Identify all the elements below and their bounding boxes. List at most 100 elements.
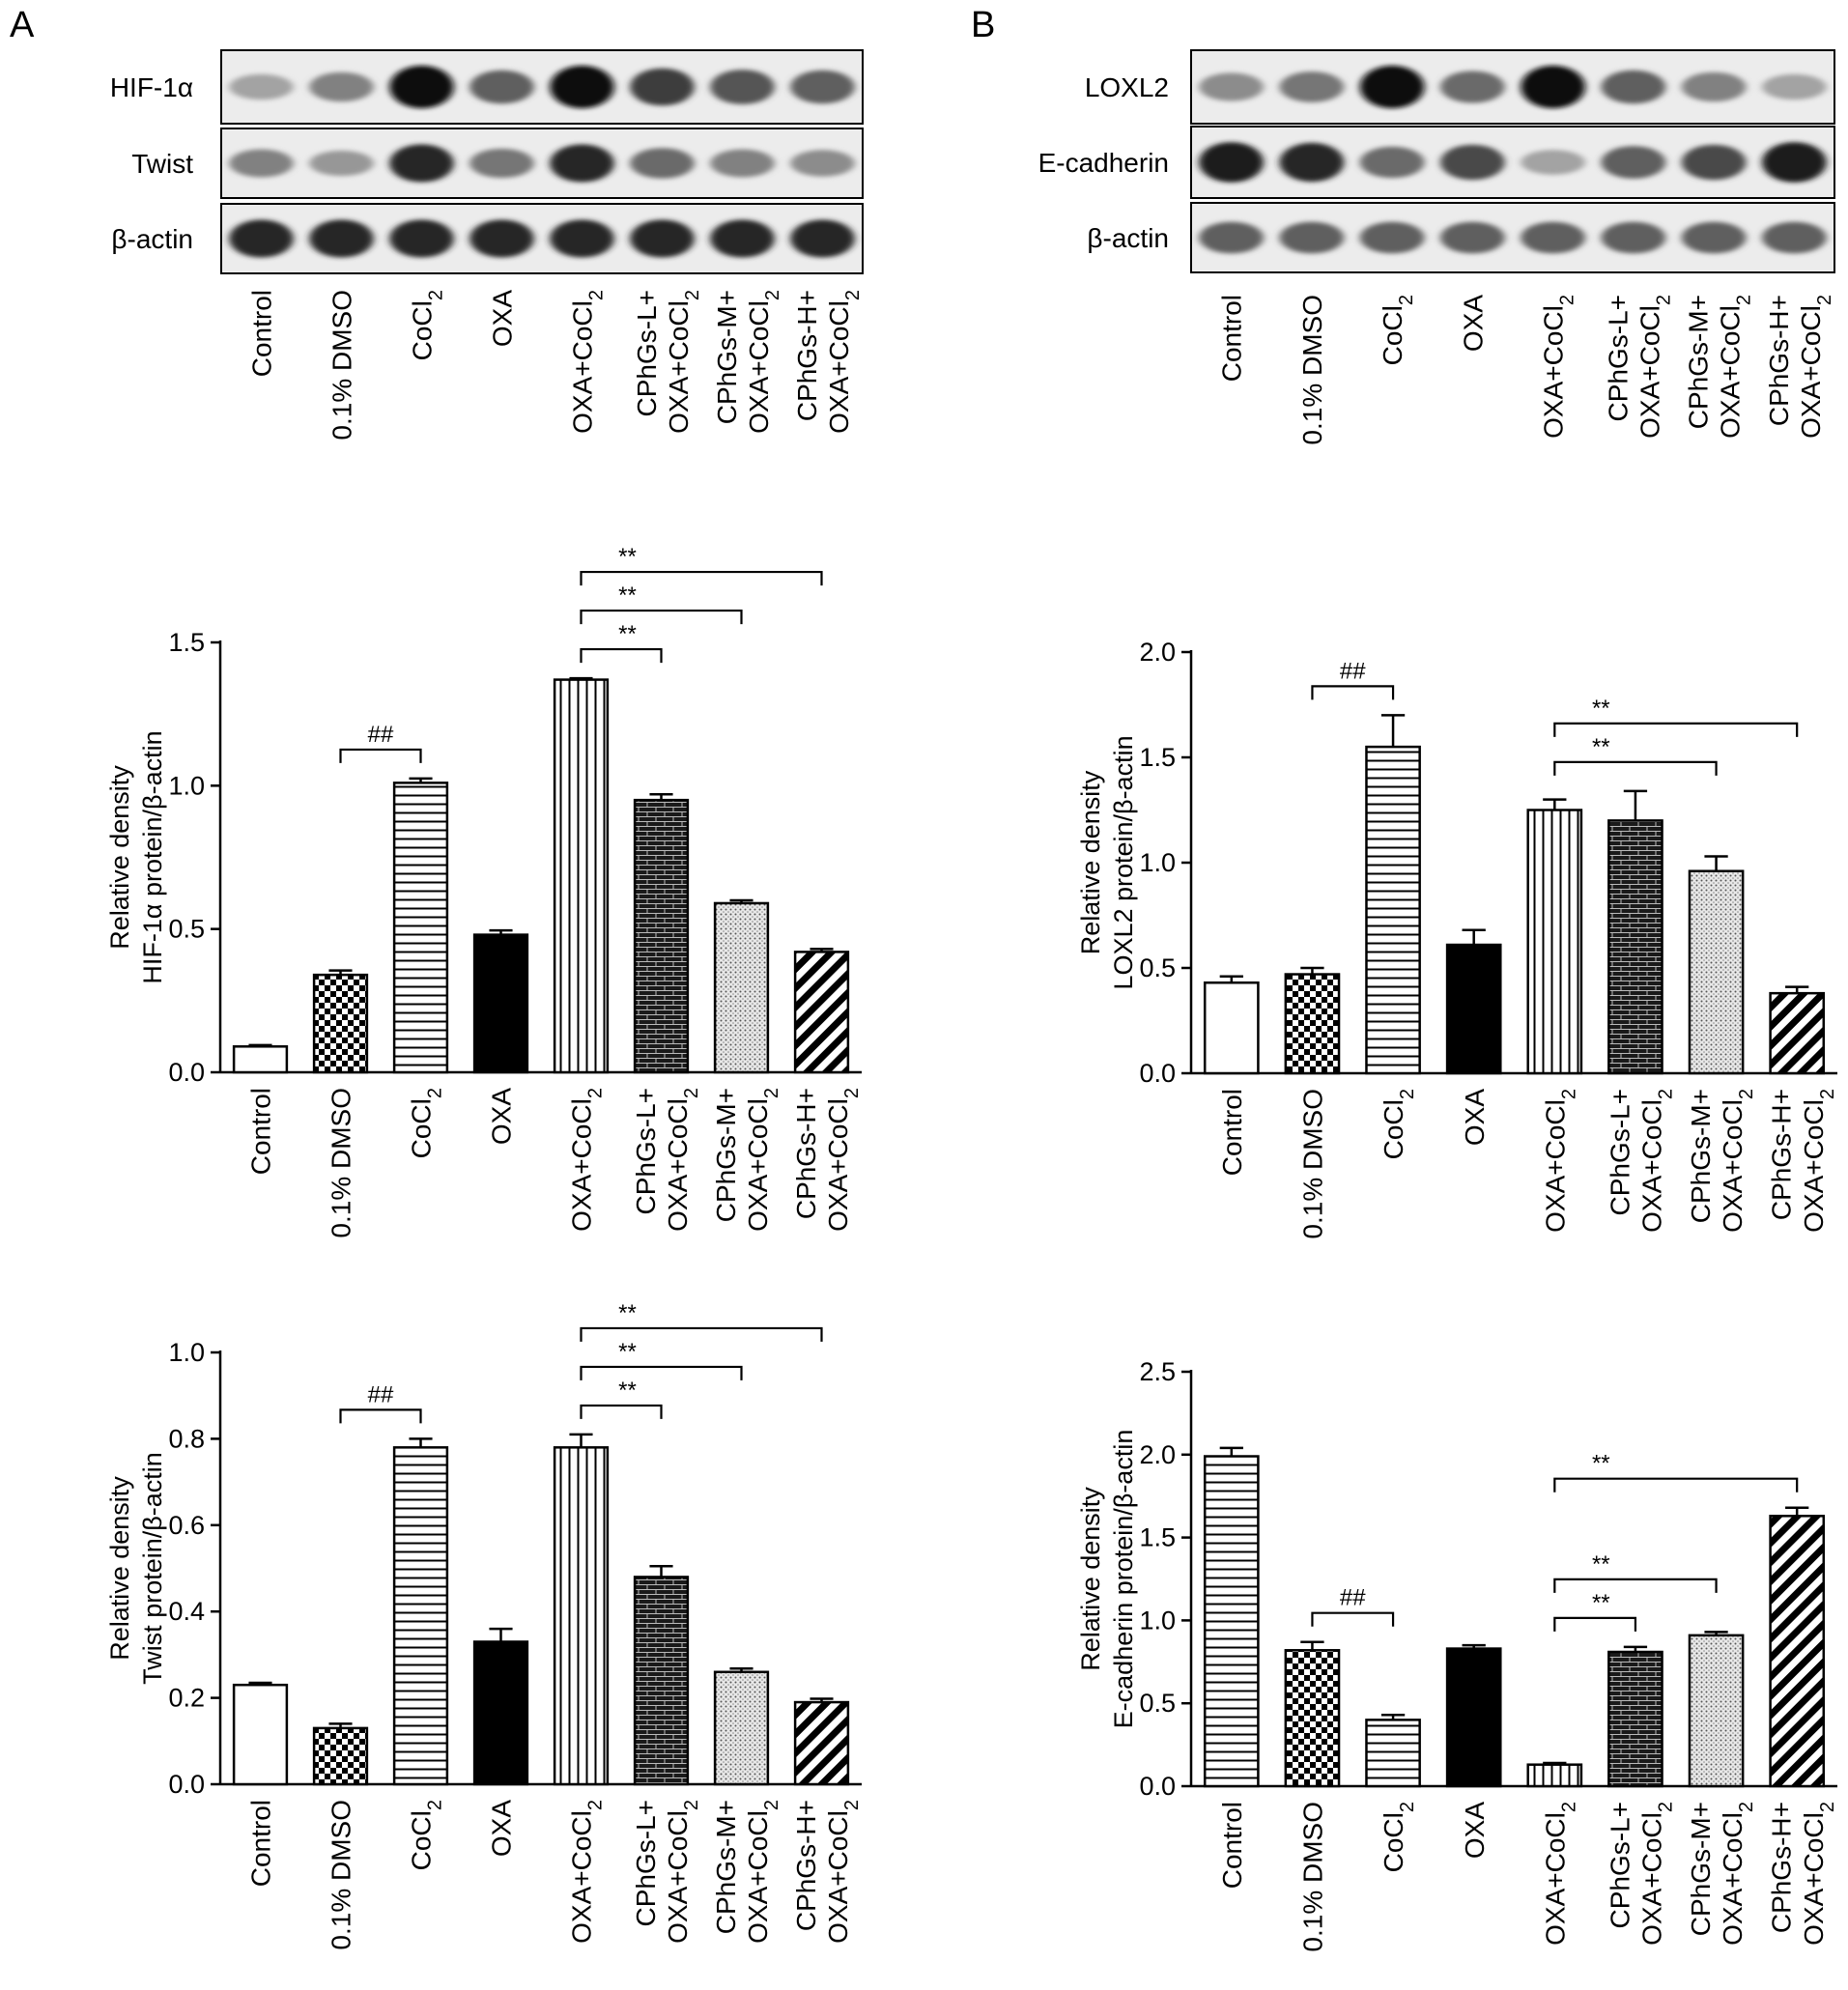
significance-bracket xyxy=(339,1408,422,1424)
lane-label-text: OXA+CoCl2 xyxy=(663,1088,702,1232)
panel-letter-b: B xyxy=(971,5,995,45)
lane-label-text: CPhGs-L+ xyxy=(1605,1089,1635,1216)
blot-band xyxy=(550,144,614,183)
y-tick-label: 0.5 xyxy=(168,915,205,944)
lane-label-text: OXA xyxy=(1460,1802,1490,1859)
x-tick-label: 0.1% DMSO xyxy=(327,1088,356,1238)
lane-label-text: OXA xyxy=(488,290,518,347)
lane-label-text: OXA+CoCl2 xyxy=(1539,295,1578,439)
blot-lane-label: CPhGs-M+ OXA+CoCl2 xyxy=(1684,295,1755,439)
blot-band xyxy=(1199,221,1264,254)
lane-label-text: CPhGs-M+ xyxy=(1686,1802,1716,1936)
blot-lane-label: CPhGs-H+ OXA+CoCl2 xyxy=(792,290,864,434)
y-tick-label: 1.5 xyxy=(168,628,205,657)
blot-lane-label: CPhGs-L+ OXA+CoCl2 xyxy=(632,290,703,434)
blot-lane-label: 0.1% DMSO xyxy=(1297,295,1327,445)
lane-label-text: 0.1% DMSO xyxy=(327,290,357,441)
bar xyxy=(713,901,770,1074)
x-tick-label: OXA xyxy=(1460,1089,1490,1146)
blot-band xyxy=(229,73,294,100)
y-tick-label: 0.2 xyxy=(168,1684,205,1713)
x-tick-label: Control xyxy=(246,1088,276,1175)
significance-bracket xyxy=(1553,760,1718,776)
blot-band xyxy=(630,68,695,106)
lane-label-text: CPhGs-M+ xyxy=(1684,295,1714,429)
significance-bracket xyxy=(1553,1477,1799,1492)
x-tick-label: CPhGs-M+ OXA+CoCl2 xyxy=(711,1800,782,1944)
lane-label-text: OXA+CoCl2 xyxy=(824,290,864,434)
lane-label-text: OXA xyxy=(487,1088,517,1145)
lane-label-text: CPhGs-L+ xyxy=(632,290,662,417)
blot-band xyxy=(710,219,775,258)
blot-band xyxy=(1279,142,1345,183)
significance-label: ## xyxy=(1340,658,1366,684)
x-tick-label: OXA+CoCl2 xyxy=(567,1088,607,1232)
y-tick-label: 1.0 xyxy=(168,1338,205,1367)
y-tick-label: 1.0 xyxy=(168,771,205,800)
lane-label-text: OXA+CoCl2 xyxy=(823,1088,863,1232)
lane-label-text: Control xyxy=(1217,295,1247,382)
y-axis-label: HIF-1α protein/β-actin xyxy=(138,730,167,983)
y-axis-label: Twist protein/β-actin xyxy=(138,1452,167,1685)
blot-lane-label: CoCl2 xyxy=(1378,295,1417,365)
x-tick-label: CoCl2 xyxy=(407,1800,446,1870)
blot-band xyxy=(630,148,695,179)
y-axis-label: E-cadherin protein/β-actin xyxy=(1109,1430,1138,1729)
chart-hif1a-density: 0.0 0.5 1.0 1.5 Relative density HIF-1α prote… xyxy=(105,544,863,1238)
x-tick-label: OXA xyxy=(1460,1802,1490,1859)
lane-label-text: CPhGs-H+ xyxy=(791,1088,821,1219)
bar xyxy=(1203,1455,1260,1788)
bar xyxy=(1607,819,1663,1075)
blot-band xyxy=(1762,73,1827,100)
bar xyxy=(1607,1650,1663,1788)
bar xyxy=(1284,973,1341,1075)
lane-label-text: CPhGs-L+ xyxy=(1603,295,1633,422)
lane-label-text: CoCl2 xyxy=(1379,1089,1418,1159)
lane-label-text: OXA+CoCl2 xyxy=(743,1088,782,1232)
blot-lane-label: CPhGs-M+ OXA+CoCl2 xyxy=(712,290,783,434)
lane-label-text: CoCl2 xyxy=(407,1800,446,1870)
bar xyxy=(633,1576,690,1786)
lane-label-text: OXA+CoCl2 xyxy=(664,290,703,434)
lane-label-text: Control xyxy=(1217,1089,1247,1176)
blot-band xyxy=(630,219,695,258)
bar xyxy=(392,1446,449,1786)
x-tick-label: CPhGs-H+ OXA+CoCl2 xyxy=(791,1800,863,1944)
significance-bracket xyxy=(1553,1578,1718,1593)
x-tick-label: CPhGs-M+ OXA+CoCl2 xyxy=(1686,1802,1757,1946)
lane-label-text: OXA+CoCl2 xyxy=(567,1088,607,1232)
y-tick-label: 1.0 xyxy=(1139,848,1176,877)
lane-label-text: CoCl2 xyxy=(1378,295,1417,365)
y-tick-label: 0.0 xyxy=(168,1770,205,1799)
blot-band xyxy=(790,70,855,104)
lane-label-text: OXA+CoCl2 xyxy=(663,1800,702,1944)
x-tick-label: CPhGs-M+ OXA+CoCl2 xyxy=(711,1088,782,1232)
blot-band xyxy=(469,148,534,179)
lane-label-text: 0.1% DMSO xyxy=(327,1800,356,1950)
x-tick-label: 0.1% DMSO xyxy=(1298,1802,1328,1952)
y-tick-label: 0.0 xyxy=(1139,1059,1176,1088)
x-tick-label: CPhGs-M+ OXA+CoCl2 xyxy=(1686,1089,1757,1233)
blot-row-label: Twist xyxy=(131,149,193,179)
blot-lane-label: OXA xyxy=(1458,295,1488,352)
lane-label-text: OXA+CoCl2 xyxy=(744,290,783,434)
significance-bracket xyxy=(339,748,422,763)
significance-bracket xyxy=(1311,685,1395,700)
blot-band xyxy=(389,219,454,258)
blot-band xyxy=(309,219,374,258)
blot-band xyxy=(1440,71,1505,103)
y-tick-label: 0.8 xyxy=(168,1424,205,1453)
bar xyxy=(553,1446,610,1786)
significance-bracket xyxy=(580,570,823,586)
significance-label: ** xyxy=(618,621,637,647)
blot-band xyxy=(469,219,534,258)
bar xyxy=(1526,809,1583,1075)
y-axis-label: Relative density xyxy=(1076,1487,1105,1671)
blot-band xyxy=(1279,221,1345,254)
blot-band xyxy=(1681,71,1747,102)
x-tick-label: CPhGs-L+ OXA+CoCl2 xyxy=(631,1088,702,1232)
lane-label-text: OXA+CoCl2 xyxy=(1637,1802,1677,1946)
lane-label-text: CoCl2 xyxy=(1379,1802,1418,1872)
blot-band xyxy=(1440,221,1505,254)
lane-label-text: OXA+CoCl2 xyxy=(743,1800,782,1944)
